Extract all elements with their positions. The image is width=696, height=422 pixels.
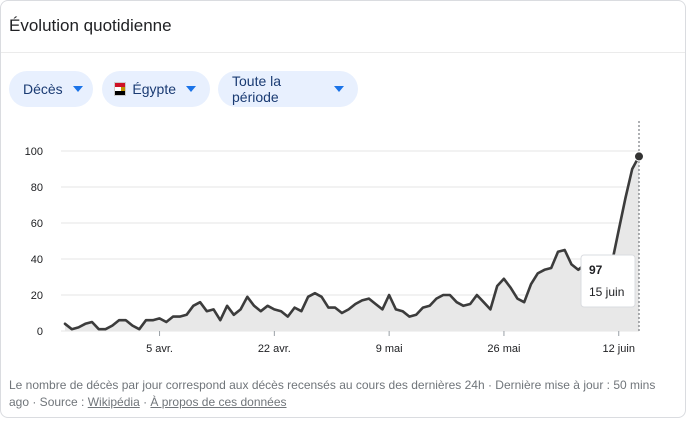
- divider: [1, 52, 685, 53]
- country-dropdown-label: Égypte: [132, 81, 176, 97]
- egypt-flag-icon: [114, 82, 127, 96]
- chevron-down-icon: [72, 86, 83, 92]
- tooltip-value: 97: [589, 263, 603, 277]
- period-dropdown-label: Toute la période: [232, 73, 282, 105]
- tooltip-date: 15 juin: [589, 285, 624, 299]
- y-tick-label: 0: [37, 326, 43, 338]
- source-link[interactable]: Wikipédia: [87, 395, 140, 409]
- y-tick-label: 80: [31, 182, 43, 194]
- y-tick-label: 20: [31, 290, 43, 302]
- tooltip: [580, 254, 636, 308]
- x-tick-label: 26 mai: [487, 343, 520, 355]
- stats-card: Évolution quotidienne Décès Égypte Toute…: [0, 0, 686, 418]
- x-tick-label: 12 juin: [603, 343, 635, 355]
- x-tick-label: 9 mai: [376, 343, 403, 355]
- metric-dropdown[interactable]: Décès: [9, 71, 93, 107]
- y-tick-label: 40: [31, 254, 43, 266]
- period-dropdown[interactable]: Toute la période: [218, 71, 358, 107]
- x-tick-label: 22 avr.: [258, 343, 291, 355]
- daily-chart[interactable]: 0 20 40 60 80 100 5 avr. 22 avr. 9 mai 26 mai 12 j…: [1, 119, 685, 369]
- chevron-down-icon: [334, 86, 344, 92]
- footer-text: Le nombre de décès par jour correspond a…: [9, 378, 656, 409]
- country-dropdown[interactable]: Égypte: [102, 71, 210, 107]
- footer: Le nombre de décès par jour correspond a…: [9, 377, 677, 411]
- about-data-link[interactable]: À propos de ces données: [150, 395, 287, 409]
- metric-dropdown-label: Décès: [23, 81, 63, 97]
- data-point-highlight: [634, 151, 644, 162]
- y-tick-label: 60: [31, 218, 43, 230]
- y-tick-label: 100: [25, 146, 43, 158]
- footer-separator: ·: [139, 395, 151, 409]
- series-area: [65, 156, 639, 331]
- x-tick-label: 5 avr.: [146, 343, 173, 355]
- chevron-down-icon: [186, 86, 196, 92]
- series-line: [63, 155, 641, 331]
- page-title: Évolution quotidienne: [9, 16, 172, 35]
